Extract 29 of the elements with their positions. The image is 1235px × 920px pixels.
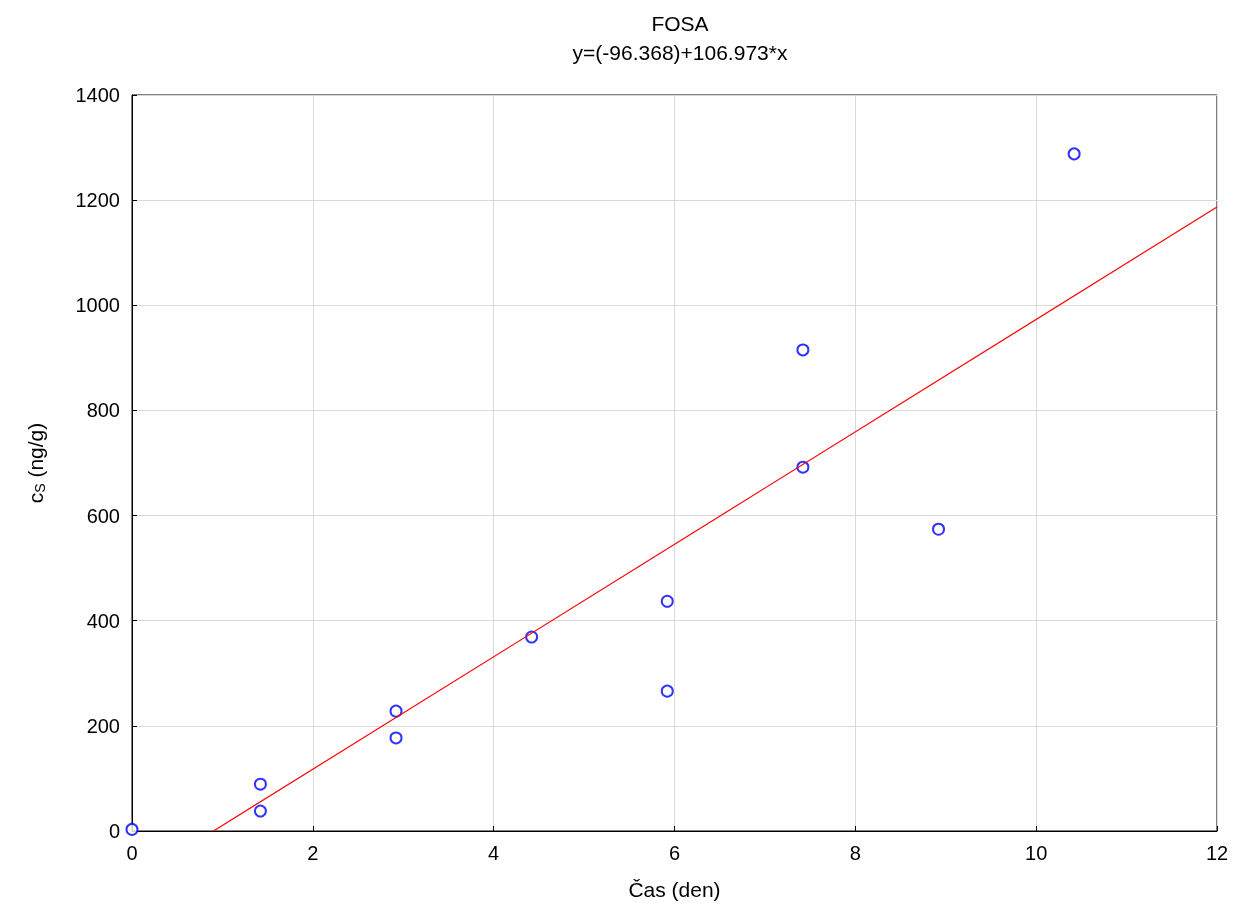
point [253,804,267,818]
point [389,731,403,745]
chart-title: FOSA [651,12,709,35]
y-tick-label: 400 [86,609,120,632]
y-tick-label: 1200 [75,189,120,212]
x-axis-title: Čas (den) [628,878,721,901]
x-tick-label: 12 [1205,842,1229,864]
point [660,684,674,698]
point [253,777,267,791]
y-tick-label: 800 [86,399,120,422]
y-tick-label: 1400 [75,84,120,106]
y-axis-title: cS (ng/g) [23,422,48,504]
point [660,594,674,608]
x-tick-label: 0 [126,842,138,864]
y-tick-label: 1000 [75,294,120,317]
point [125,822,139,836]
x-tick-label: 2 [307,842,319,864]
x-tick-label: 10 [1025,842,1048,864]
y-tick-label: 0 [108,820,120,842]
x-tick-label: 4 [488,842,500,864]
point [932,522,946,536]
point [796,343,810,357]
x-tick-label: 6 [668,842,681,864]
chart-subtitle: y=(-96.368)+106.973*x [572,41,788,64]
y-tick-label: 200 [86,714,120,737]
point [389,704,403,718]
point [1067,147,1081,161]
y-tick-label: 600 [86,504,120,527]
x-tick-label: 8 [849,842,861,864]
